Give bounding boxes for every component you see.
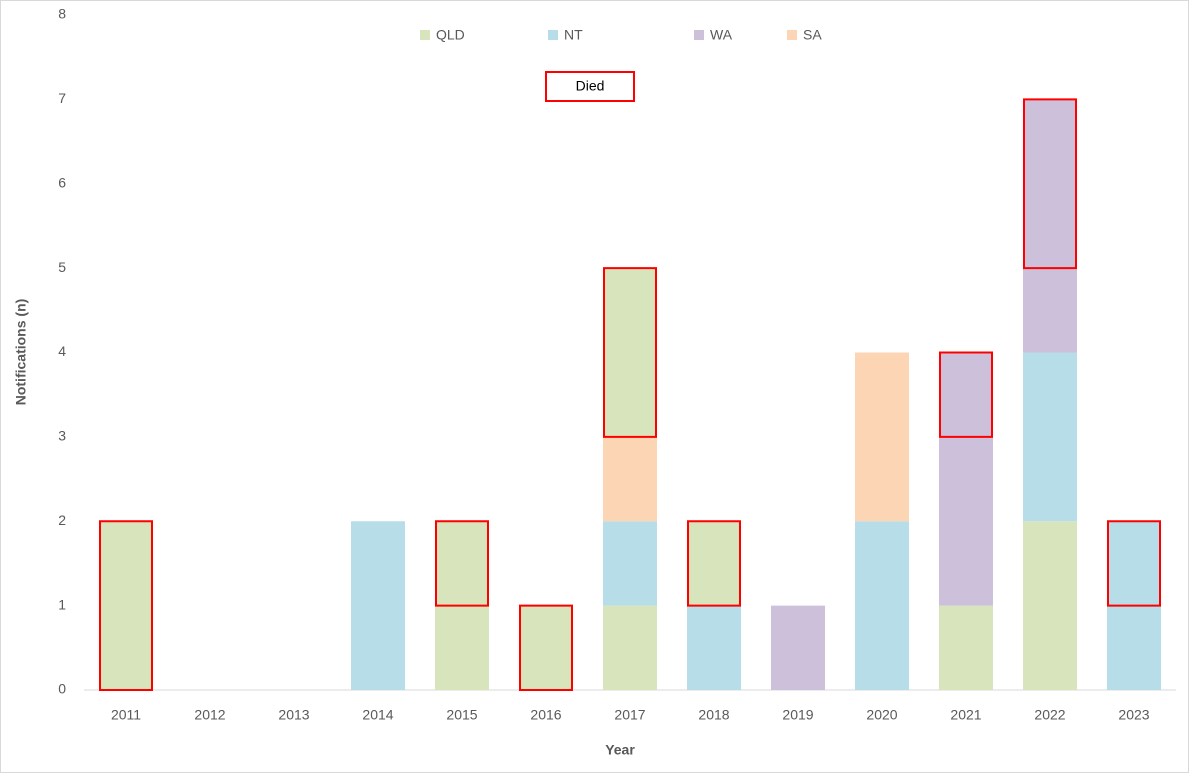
x-tick-label: 2022 [1034, 707, 1065, 723]
legend-died-box [545, 71, 635, 102]
died-segment [687, 520, 741, 607]
x-tick-label: 2023 [1118, 707, 1149, 723]
died-segment [99, 520, 153, 691]
legend-died-label: Died [576, 78, 605, 94]
died-segment [1023, 98, 1077, 270]
legend-swatch [694, 30, 704, 40]
bar-segment [1023, 352, 1077, 522]
x-axis-label: Year [605, 742, 635, 758]
x-tick-label: 2020 [866, 707, 897, 723]
x-tick-label: 2015 [446, 707, 477, 723]
bar-segment [603, 521, 657, 606]
bar-segment [939, 436, 993, 606]
y-tick-label: 5 [58, 259, 66, 275]
legend-label: NT [564, 27, 583, 43]
bar-segment [687, 605, 741, 690]
died-segment [1107, 520, 1161, 607]
bar-segment [603, 436, 657, 522]
x-tick-label: 2021 [950, 707, 981, 723]
died-segment [519, 604, 573, 691]
x-tick-label: 2013 [278, 707, 309, 723]
died-segment [435, 520, 489, 607]
x-tick-label: 2014 [362, 707, 393, 723]
bar-segment [435, 605, 489, 690]
legend-label: QLD [436, 27, 465, 43]
y-tick-label: 7 [58, 90, 66, 106]
x-tick-label: 2018 [698, 707, 729, 723]
y-tick-label: 1 [58, 596, 66, 612]
y-tick-label: 8 [58, 6, 66, 22]
bar-segment [1023, 521, 1077, 690]
bar-segment [1107, 605, 1161, 690]
bar-segment [351, 521, 405, 690]
y-tick-label: 6 [58, 174, 66, 190]
bar-segment [939, 605, 993, 690]
x-tick-label: 2016 [530, 707, 561, 723]
bar-segment [1023, 268, 1077, 353]
died-segment [939, 351, 993, 438]
legend-label: SA [803, 27, 822, 43]
y-tick-label: 0 [58, 681, 66, 697]
x-tick-label: 2019 [782, 707, 813, 723]
legend-swatch [420, 30, 430, 40]
y-axis-label: Notifications (n) [13, 299, 29, 406]
died-segment [603, 267, 657, 438]
bar-segment [855, 352, 909, 522]
x-tick-label: 2011 [111, 707, 141, 723]
x-tick-label: 2012 [194, 707, 225, 723]
bar-segment [603, 605, 657, 690]
legend-swatch [548, 30, 558, 40]
legend-label: WA [710, 27, 733, 43]
y-tick-label: 4 [58, 343, 66, 359]
legend-swatch [787, 30, 797, 40]
bar-segment [771, 605, 825, 690]
y-tick-label: 2 [58, 512, 66, 528]
x-tick-label: 2017 [614, 707, 645, 723]
y-tick-label: 3 [58, 428, 66, 444]
bar-segment [855, 521, 909, 690]
